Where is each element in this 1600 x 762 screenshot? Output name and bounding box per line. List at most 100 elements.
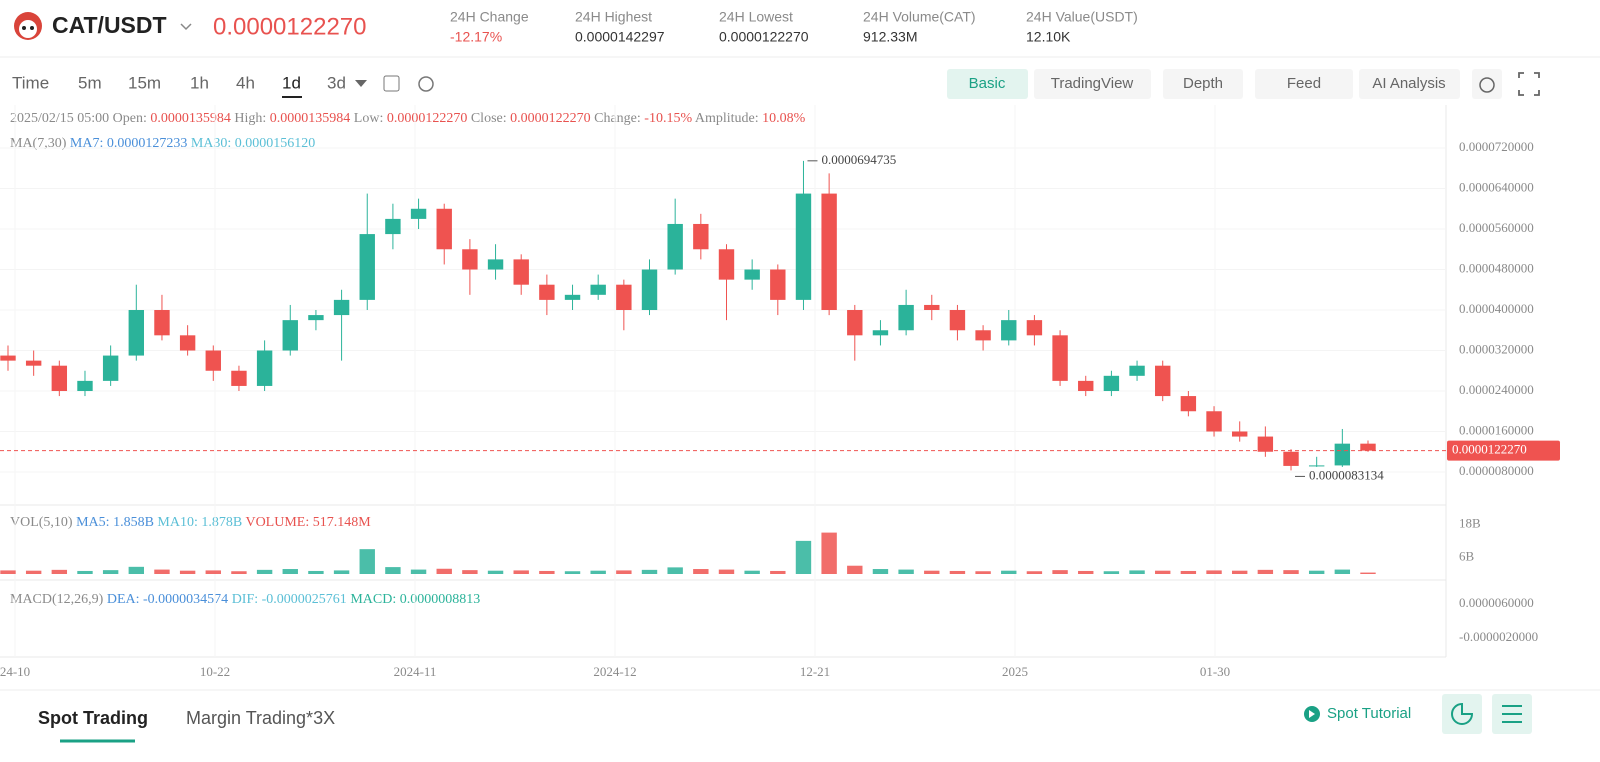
interval[interactable]: Time <box>12 73 49 92</box>
pie-icon <box>1451 702 1474 725</box>
stat-label: 24H Value(USDT) <box>1026 9 1138 25</box>
volume-bar <box>359 549 375 574</box>
view-button[interactable] <box>1255 69 1353 99</box>
legend-label: Change: <box>594 111 641 126</box>
volume-bar <box>1078 570 1094 574</box>
interval-active[interactable]: 1d <box>282 73 301 92</box>
interval[interactable]: 4h <box>236 73 255 92</box>
volume-bar <box>179 570 196 574</box>
volume-bar <box>718 569 735 574</box>
power-icon <box>1479 77 1495 93</box>
x-tick-label: 10-22 <box>200 664 230 679</box>
logo-eye <box>30 26 34 30</box>
legend-label: DEA: <box>107 592 140 607</box>
header: CAT/USDT 0.0000122270 24H Change -12.17%… <box>0 9 1600 58</box>
y-tick-label: 0.0000640000 <box>1459 180 1534 195</box>
dropdown-icon[interactable] <box>355 80 367 87</box>
interval[interactable]: 15m <box>128 73 161 92</box>
pair[interactable]: CAT/USDT <box>52 12 167 38</box>
interval[interactable]: 3d <box>327 73 346 92</box>
legend-value: 1.878B <box>201 515 242 530</box>
price: 0.0000122270 <box>213 13 367 40</box>
candle-body <box>179 335 196 351</box>
legend-value: 0.0000156120 <box>235 136 316 151</box>
volume-bar <box>77 570 93 574</box>
legend-label: Low: <box>354 111 384 126</box>
pair-dropdown[interactable] <box>180 23 192 31</box>
tutorial-link[interactable]: Spot Tutorial <box>1327 705 1411 722</box>
volume-bar <box>1155 570 1171 574</box>
view-label[interactable]: Basic <box>969 75 1006 92</box>
x-tick-label: 01-30 <box>1200 664 1230 679</box>
view-label[interactable]: Feed <box>1287 75 1321 92</box>
view-button[interactable] <box>1359 69 1460 99</box>
stat-label: 24H Lowest <box>719 9 793 25</box>
fullscreen-button[interactable] <box>1518 72 1540 96</box>
stat-label: 24H Volume(CAT) <box>863 9 976 25</box>
volume-bar <box>770 570 786 574</box>
volume-bar <box>1052 570 1068 574</box>
volume-bar <box>1334 569 1351 574</box>
candle-body <box>1334 443 1351 466</box>
y-tick-label: 0.0000080000 <box>1459 463 1534 478</box>
legend-value: -0.0000025761 <box>262 592 347 607</box>
legend-label: VOLUME: <box>245 515 309 530</box>
settings-icon[interactable] <box>418 76 434 92</box>
volume-bar <box>487 570 504 574</box>
volume-bar <box>1103 571 1120 574</box>
candle-body <box>385 218 401 235</box>
volume-bar <box>949 570 966 574</box>
interval[interactable]: 1h <box>190 73 209 92</box>
interval[interactable]: 5m <box>78 73 102 92</box>
volume-bar <box>128 566 144 574</box>
y-tick-label: 6B <box>1459 548 1475 563</box>
candle-body <box>667 223 683 270</box>
view-label[interactable]: AI Analysis <box>1372 75 1445 92</box>
legend-value: -0.0000034574 <box>143 592 228 607</box>
legend-value: 0.0000135984 <box>270 111 351 126</box>
candle-body <box>256 350 273 386</box>
candle-body <box>231 370 247 386</box>
view-label[interactable]: Depth <box>1183 75 1223 92</box>
date: 2025/02/15 05:00 <box>10 111 109 126</box>
volume-bar <box>641 569 658 574</box>
volume-bar <box>385 567 401 574</box>
power-button[interactable] <box>1472 69 1502 99</box>
tab[interactable]: Margin Trading*3X <box>186 708 335 728</box>
candle-body <box>1360 443 1376 451</box>
candle-body <box>1283 451 1299 466</box>
x-tick-label: 12-21 <box>800 664 830 679</box>
view-button[interactable] <box>1163 69 1243 99</box>
stat-value: 0.0000122270 <box>719 29 809 45</box>
vol-legend: VOL(5,10) MA5: 1.858B MA10: 1.878B VOLUM… <box>10 515 371 530</box>
volume-bar <box>847 565 863 574</box>
volume-bar <box>975 571 991 574</box>
volume-bar <box>1257 569 1274 574</box>
candle-body <box>205 350 221 371</box>
tab-active[interactable]: Spot Trading <box>38 708 148 728</box>
x-tick-label: 2024-11 <box>394 664 437 679</box>
view-button-active[interactable] <box>947 69 1028 99</box>
candle-body <box>1129 365 1145 376</box>
ma-legend: MA(7,30) MA7: 0.0000127233 MA30: 0.00001… <box>10 136 315 151</box>
volume-bar <box>0 570 16 574</box>
candle-body <box>102 355 119 381</box>
indicator-icon[interactable] <box>383 75 400 92</box>
volume-bar <box>205 570 221 574</box>
x-tick-label: 2024-12 <box>593 664 636 679</box>
candle-body <box>1026 320 1043 336</box>
y-tick-label: 0.0000160000 <box>1459 422 1534 437</box>
volume-bar <box>1001 570 1017 574</box>
candle-body <box>436 208 452 250</box>
view-button[interactable] <box>1034 69 1151 99</box>
volume-bar <box>1308 570 1325 574</box>
view-label[interactable]: TradingView <box>1051 75 1134 92</box>
candle-body <box>975 330 991 341</box>
legend-title: MACD(12,26,9) <box>10 592 104 607</box>
candle-body <box>1155 365 1171 397</box>
x-tick-label: 24-10 <box>0 664 30 679</box>
legend-value: 0.0000135984 <box>150 111 231 126</box>
price-tag <box>1447 440 1560 461</box>
candle-body <box>718 249 735 280</box>
candle-body <box>641 269 658 311</box>
